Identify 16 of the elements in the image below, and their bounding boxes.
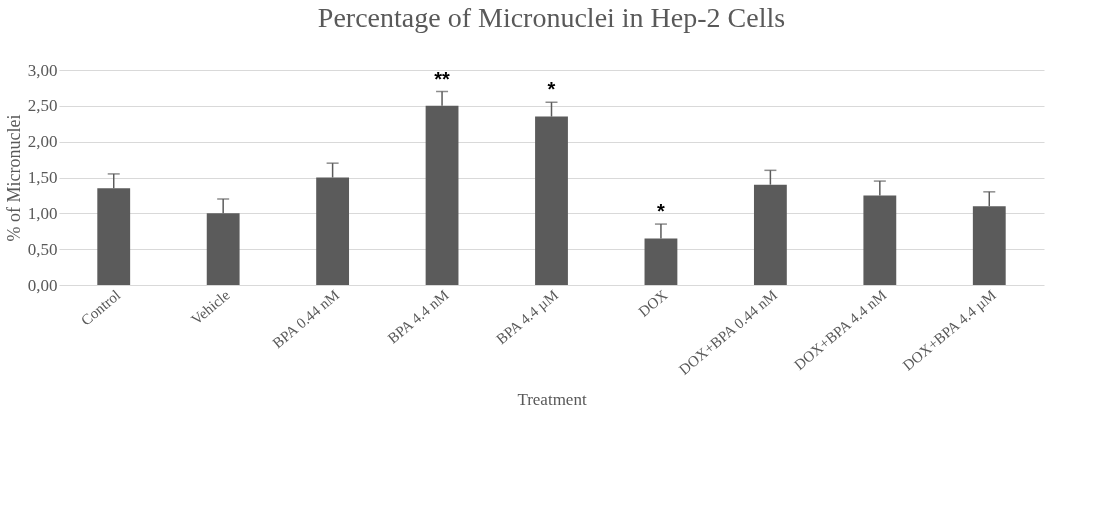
x-axis-title: Treatment [517,390,587,410]
annotation: * [657,200,666,223]
y-axis-title: % of Micronuclei [3,114,24,242]
annotation: * [547,78,556,101]
y-tick-label: 0,50 [27,239,58,259]
y-tick-label: 2,50 [27,96,58,116]
y-tick-label: 1,50 [27,168,58,187]
annotation: ** [434,67,451,90]
x-tick-label: BPA 4.4 nM [384,286,452,347]
x-tick-label: BPA 4.4 µM [493,286,562,348]
y-tick-label: 1,00 [27,203,58,223]
y-tick-label: 0,00 [27,275,58,295]
chart-title: Percentage of Micronuclei in Hep-2 Cells [317,2,786,33]
y-tick-label: 3,00 [27,60,58,80]
x-tick-label: BPA 0.44 nM [269,286,343,352]
y-tick-label: 2,00 [27,132,58,152]
